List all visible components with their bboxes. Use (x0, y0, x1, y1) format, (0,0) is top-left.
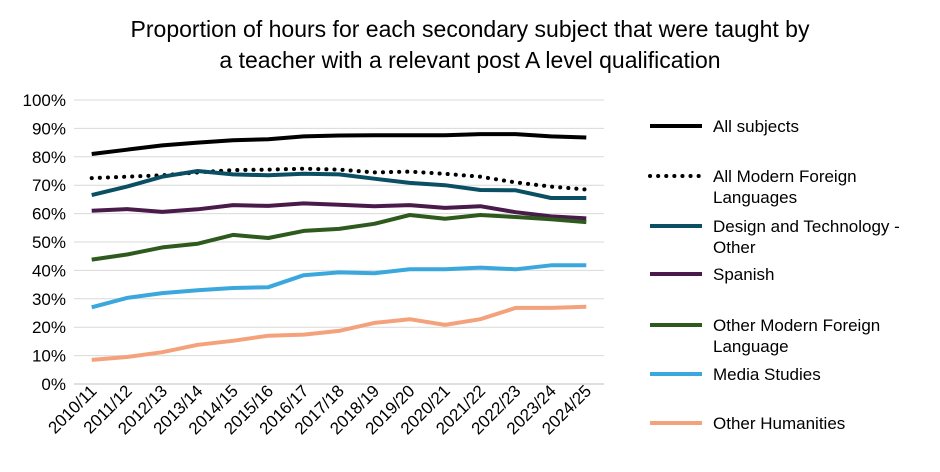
chart-title: Proportion of hours for each secondary s… (131, 16, 810, 73)
series-line-media-studies (91, 263, 587, 310)
series-line-other-modern-foreign-language (91, 213, 587, 262)
legend-label-other-modern-foreign-language: Other Modern Foreign Language (713, 316, 880, 356)
legend-label-other-humanities: Other Humanities (713, 414, 845, 433)
y-tick-label: 50% (32, 233, 66, 252)
series-line-spanish (91, 201, 587, 221)
y-tick-label: 70% (32, 176, 66, 195)
legend-label-media-studies: Media Studies (713, 365, 821, 384)
series-line-all-subjects (91, 132, 587, 156)
series-line-design-and-technology-other (91, 169, 587, 200)
y-tick-label: 60% (32, 205, 66, 224)
y-tick-label: 40% (32, 261, 66, 280)
series-lines (89, 132, 589, 362)
legend-label-spanish: Spanish (713, 265, 774, 284)
gridlines (74, 99, 604, 385)
x-axis-ticks: 2010/112011/122012/132013/142014/152015/… (44, 381, 595, 438)
series-line-other-humanities (91, 304, 587, 362)
y-tick-label: 80% (32, 148, 66, 167)
chart-title-line-1: Proportion of hours for each secondary s… (131, 16, 810, 42)
legend-label-all-subjects: All subjects (713, 117, 799, 136)
legend-label-all-modern-foreign-languages: All Modern Foreign Languages (713, 167, 857, 207)
y-tick-label: 100% (23, 91, 66, 110)
y-axis-ticks: 0% 10% 20% 30% 40% 50% 60% 70% 80% 90% 100% (23, 91, 66, 394)
y-tick-label: 30% (32, 290, 66, 309)
series-line-all-modern-foreign-languages (89, 166, 589, 192)
y-tick-label: 10% (32, 347, 66, 366)
chart-title-line-2: a teacher with a relevant post A level q… (219, 47, 720, 73)
y-tick-label: 90% (32, 119, 66, 138)
legend-label-design-and-technology-other: Design and Technology -Other (713, 217, 900, 257)
y-tick-label: 20% (32, 318, 66, 337)
y-tick-label: 0% (41, 375, 66, 394)
legend: All subjects All Modern Foreign Languages D… (648, 117, 900, 433)
